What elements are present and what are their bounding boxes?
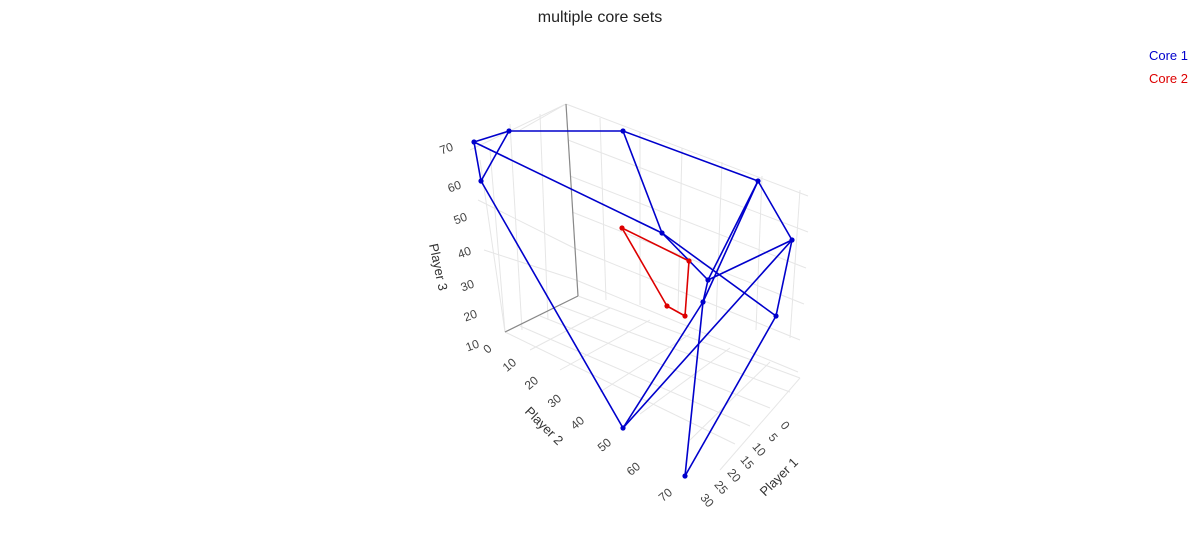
y-tick-label: 70: [656, 485, 675, 505]
core-1-edge: [622, 239, 793, 429]
core-1-edge: [707, 239, 793, 281]
grid-line: [559, 319, 651, 371]
core-1-point[interactable]: [506, 128, 512, 134]
core-1-point[interactable]: [620, 425, 626, 431]
scene-axes: [504, 103, 579, 333]
legend[interactable]: Core 1 Core 2: [1149, 48, 1188, 86]
core-2-point[interactable]: [619, 225, 625, 231]
z-axis-line: [565, 103, 579, 297]
legend-item-core-2[interactable]: Core 2: [1149, 71, 1188, 86]
x-axis-title: Player 1: [757, 455, 801, 499]
core-2-point[interactable]: [682, 313, 688, 319]
z-axis-ticks: 10 20 30 40 50 60 70: [438, 140, 482, 355]
z-tick-label: 60: [446, 178, 464, 196]
core-1-edge: [473, 130, 510, 143]
z-tick-label: 70: [438, 140, 456, 158]
core-1-point[interactable]: [478, 178, 484, 184]
x-tick-label: 0: [778, 418, 793, 432]
z-axis-title: Player 3: [426, 242, 451, 292]
grid-line: [571, 211, 805, 305]
core-1-edge: [684, 315, 777, 477]
grid-line: [469, 103, 567, 151]
grid-line: [479, 159, 506, 333]
core-1-point[interactable]: [620, 128, 626, 134]
core-1-edge: [473, 141, 663, 234]
y-tick-label: 40: [568, 413, 587, 433]
z-tick-label: 50: [452, 210, 470, 228]
grid-line: [715, 161, 723, 321]
x-tick-label: 30: [697, 491, 717, 510]
core-1-edge: [480, 130, 510, 182]
x-tick-label: 25: [711, 478, 731, 497]
core-1-edge: [622, 301, 704, 429]
chart-title: multiple core sets: [538, 9, 663, 26]
grid-line: [519, 325, 751, 427]
core-1-point[interactable]: [659, 230, 665, 236]
grid-line: [569, 175, 807, 269]
core-1-edge: [757, 180, 793, 241]
core-1-edge: [480, 180, 624, 429]
core-1-point[interactable]: [700, 299, 706, 305]
y-tick-label: 30: [545, 391, 564, 411]
grid-line: [599, 333, 691, 393]
core-1-point[interactable]: [773, 313, 779, 319]
grid-line: [519, 103, 567, 131]
z-tick-label: 40: [456, 244, 474, 262]
grid-line: [567, 139, 809, 233]
core-1-edge: [473, 141, 482, 182]
grid-line: [677, 147, 683, 313]
core-2-series[interactable]: [619, 225, 692, 319]
y-tick-label: 60: [624, 459, 643, 479]
legend-item-core-1[interactable]: Core 1: [1149, 48, 1188, 63]
floor-edge-line: [504, 295, 579, 333]
z-tick-label: 20: [462, 307, 480, 325]
grid-line: [639, 347, 731, 415]
y-axis-title: Player 2: [522, 404, 566, 448]
core-1-point[interactable]: [471, 139, 477, 145]
z-tick-label: 10: [464, 337, 482, 355]
y-tick-label: 0: [480, 341, 494, 356]
grid-line: [489, 149, 506, 333]
y-tick-label: 50: [595, 435, 614, 455]
grid-line: [599, 117, 607, 301]
core-1-point[interactable]: [705, 277, 711, 283]
grid-line: [539, 113, 549, 321]
core-2-edge: [684, 260, 690, 317]
grid-line: [719, 377, 801, 471]
core-1-point[interactable]: [682, 473, 688, 479]
core-1-edge: [661, 232, 709, 281]
grid-line: [689, 361, 771, 441]
y-tick-label: 20: [522, 373, 541, 393]
core-2-edge: [621, 227, 668, 307]
grid-line: [755, 175, 763, 331]
core-2-point[interactable]: [686, 258, 692, 264]
core-1-edge: [622, 130, 759, 182]
grid-line: [565, 103, 809, 197]
grid-line: [504, 331, 736, 445]
core-1-edge: [702, 180, 759, 303]
core-2-edge: [666, 305, 686, 317]
x-tick-label: 5: [766, 430, 781, 444]
core-2-edge: [621, 227, 690, 262]
y-tick-label: 10: [500, 355, 519, 375]
x-tick-label: 15: [737, 453, 757, 472]
core-1-point[interactable]: [789, 237, 795, 243]
grid-line: [559, 305, 791, 393]
core-1-series[interactable]: [471, 128, 795, 479]
grid-line: [577, 295, 801, 379]
z-tick-label: 30: [459, 277, 477, 295]
core-1-edge: [622, 130, 663, 234]
x-tick-label: 20: [724, 466, 744, 485]
core-1-edge: [684, 301, 704, 477]
grid-line: [529, 307, 611, 351]
grid-line: [509, 123, 523, 331]
grid-line: [477, 199, 575, 249]
scene-grid: [469, 103, 809, 471]
core-2-point[interactable]: [664, 303, 670, 309]
core-1-edge: [775, 239, 793, 317]
core-1-point[interactable]: [755, 178, 761, 184]
